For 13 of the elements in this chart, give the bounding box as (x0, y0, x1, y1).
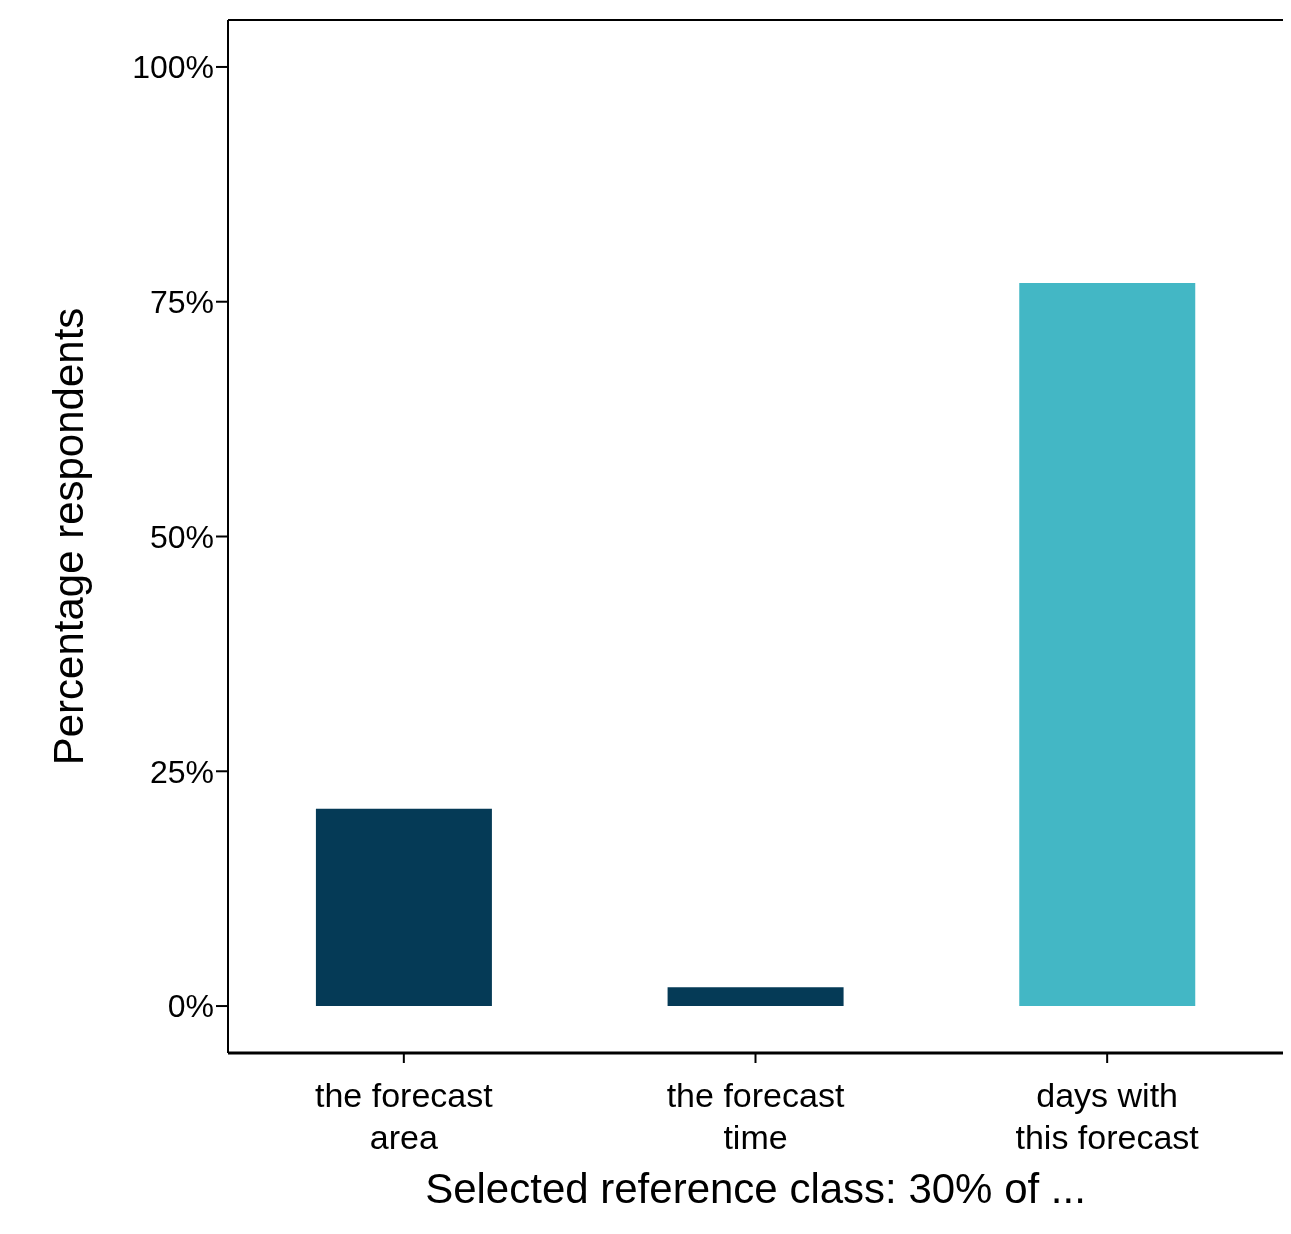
y-tick-label: 75% (149, 284, 214, 321)
x-axis-title: Selected reference class: 30% of ... (425, 1165, 1086, 1212)
bar (1019, 282, 1196, 1007)
y-tick-label: 100% (132, 49, 214, 86)
y-tick-label: 50% (149, 518, 214, 555)
bar (315, 808, 492, 1007)
y-tick-label: 25% (149, 753, 214, 790)
y-axis-title: Percentage respondents (44, 307, 92, 766)
y-tick-label: 0% (167, 988, 214, 1025)
x-tick-label: days with this forecast (1015, 1076, 1200, 1156)
bar (667, 987, 844, 1007)
x-tick-label: the forecast area (315, 1076, 494, 1156)
x-tick-label: the forecast time (666, 1076, 845, 1156)
